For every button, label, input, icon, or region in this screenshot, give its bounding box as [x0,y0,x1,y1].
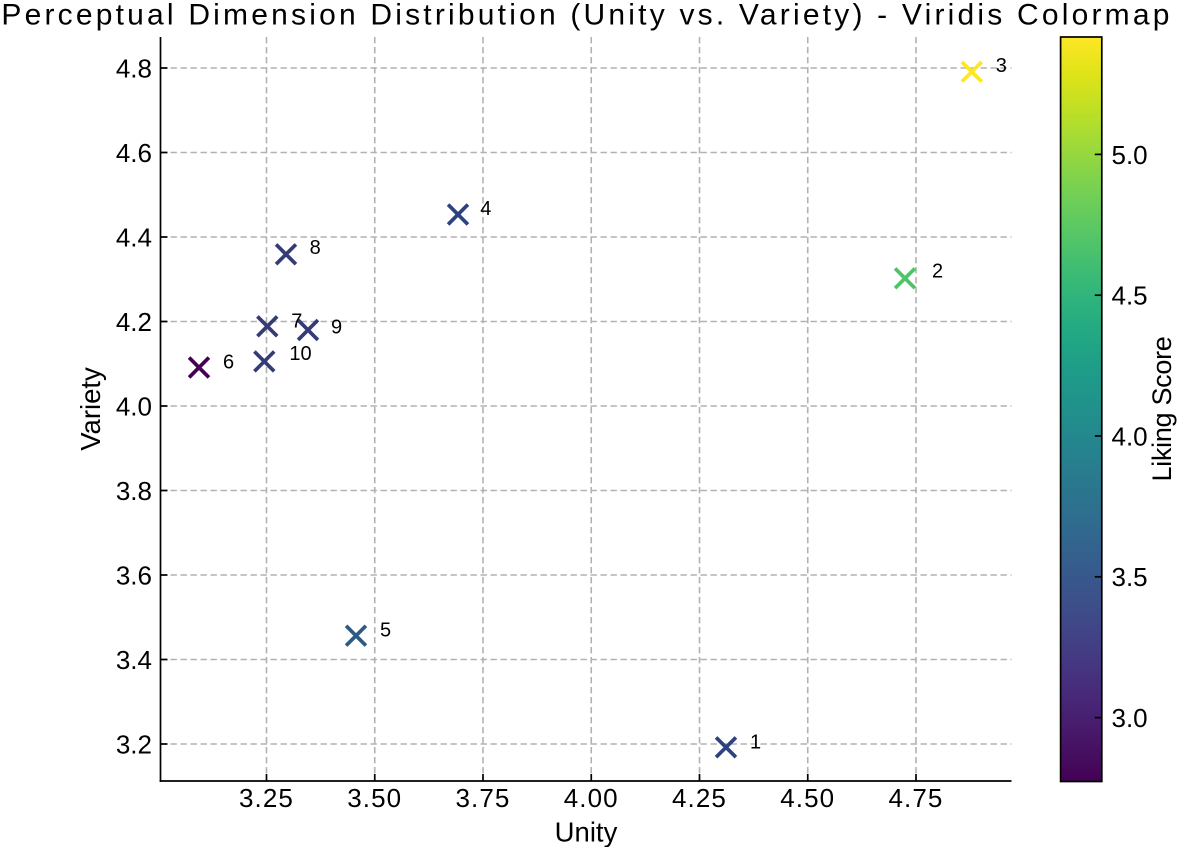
svg-text:5: 5 [380,620,391,642]
svg-text:3.2: 3.2 [116,729,152,759]
svg-text:4.0: 4.0 [116,391,152,421]
svg-text:4.2: 4.2 [116,307,152,337]
svg-text:9: 9 [331,317,342,339]
svg-text:3.0: 3.0 [1112,703,1148,733]
svg-text:4.6: 4.6 [116,138,152,168]
svg-text:1: 1 [750,731,761,753]
svg-text:3.25: 3.25 [239,783,294,813]
svg-text:Liking Score: Liking Score [1147,337,1177,482]
svg-text:4.25: 4.25 [672,783,727,813]
svg-text:5.0: 5.0 [1112,140,1148,170]
svg-text:2: 2 [932,261,943,283]
svg-text:3.8: 3.8 [116,476,152,506]
svg-text:Perceptual Dimension Distribut: Perceptual Dimension Distribution (Unity… [1,0,1172,32]
svg-text:7: 7 [291,310,302,332]
svg-text:3.5: 3.5 [1112,562,1148,592]
svg-text:3.4: 3.4 [116,645,152,675]
svg-text:Unity: Unity [555,817,618,847]
svg-text:6: 6 [223,352,234,374]
svg-text:8: 8 [310,237,321,259]
svg-text:Variety: Variety [75,367,106,451]
svg-text:3.75: 3.75 [455,783,510,813]
svg-text:4.0: 4.0 [1112,421,1148,451]
svg-text:3: 3 [996,55,1007,77]
svg-text:4.8: 4.8 [116,53,152,83]
svg-text:4.00: 4.00 [564,783,619,813]
svg-text:4.50: 4.50 [780,783,835,813]
svg-text:4.4: 4.4 [116,222,152,252]
svg-text:3.6: 3.6 [116,560,152,590]
svg-text:3.50: 3.50 [347,783,402,813]
svg-text:4: 4 [480,198,491,220]
svg-text:10: 10 [289,343,311,365]
svg-text:4.5: 4.5 [1112,281,1148,311]
svg-text:4.75: 4.75 [888,783,943,813]
